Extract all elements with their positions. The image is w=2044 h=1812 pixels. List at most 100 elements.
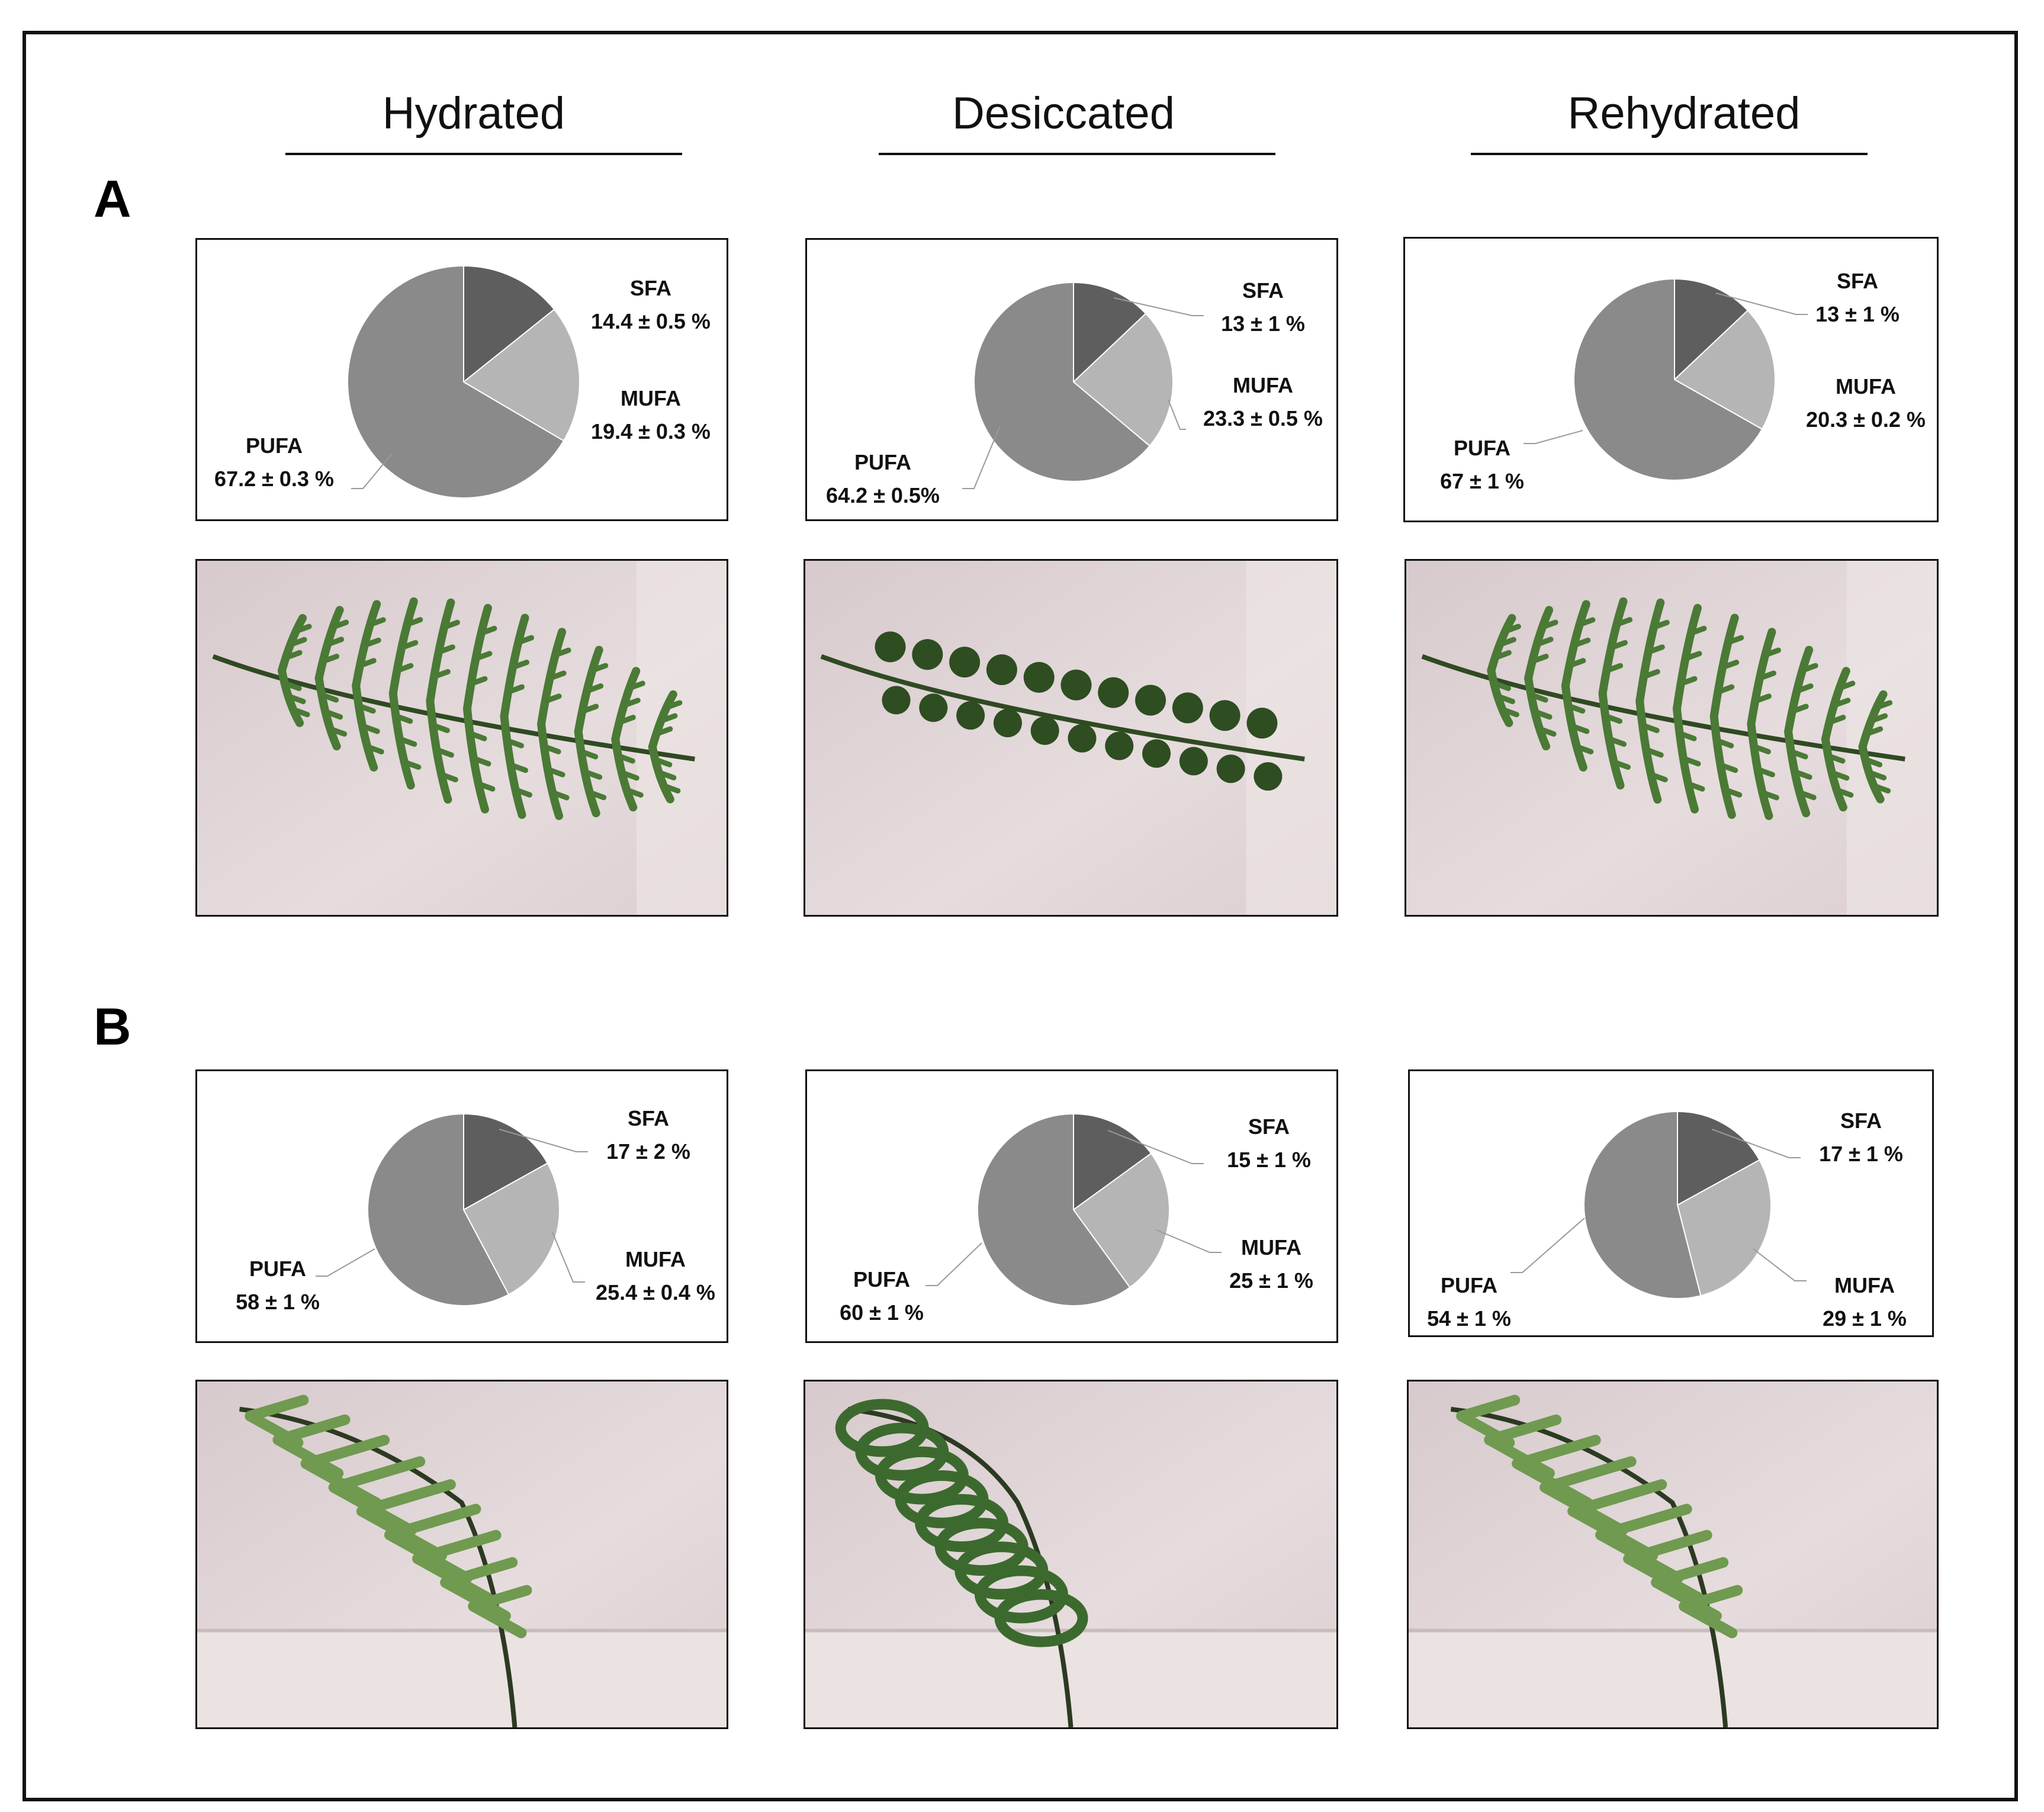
curled-pinna (1030, 716, 1059, 745)
pinna (1595, 1503, 1692, 1541)
pinnule (1874, 700, 1893, 711)
pinna (1709, 613, 1739, 721)
pinnule (1864, 757, 1883, 767)
slice-label-pufa: PUFA (854, 450, 911, 474)
leader-line-pufa (925, 1242, 982, 1286)
photo-b-rehydrated (1407, 1380, 1939, 1729)
slice-value-mufa: 20.3 ± 0.2 % (1806, 407, 1926, 432)
pinnule (1500, 707, 1519, 718)
pinnule (435, 747, 454, 758)
pinnule (1651, 619, 1670, 630)
photo-a-desiccated (804, 559, 1338, 917)
pie-slice-pufa (1573, 278, 1763, 481)
slice-label-mufa: MUFA (1836, 374, 1896, 399)
curled-pinna (949, 647, 981, 678)
pinnule (1502, 624, 1521, 634)
fern-frond (212, 597, 695, 820)
pinnule (548, 670, 567, 681)
pie-slice-pufa (347, 265, 565, 499)
pinna (1484, 1414, 1562, 1445)
pinna (272, 1414, 351, 1445)
curled-pinna (994, 1589, 1088, 1647)
frond-stem (820, 654, 1305, 762)
pinnule (288, 637, 307, 647)
pinnule (580, 703, 599, 714)
frond-stem (1421, 654, 1905, 762)
pinnule (436, 644, 455, 655)
pie-slice-pufa (977, 1113, 1131, 1306)
pinnule (293, 624, 312, 634)
slice-value-mufa: 23.3 ± 0.5 % (1203, 406, 1323, 430)
pinnule (1762, 647, 1781, 658)
pinna (1635, 696, 1662, 804)
pinnule (1571, 724, 1590, 734)
pie-chart-b-desiccated: SFA 15 ± 1 % MUFA 25 ± 1 % PUFA 60 ± 1 % (805, 1069, 1338, 1343)
pinnule (1604, 714, 1623, 724)
pinnule (511, 660, 530, 670)
pinnule (1725, 635, 1744, 645)
pie-chart-b-hydrated-svg: SFA 17 ± 2 % MUFA 25.4 ± 0.4 % PUFA 58 ± 1 % (236, 1106, 715, 1314)
pinnule (1683, 651, 1702, 661)
pinnule (1530, 654, 1549, 664)
photo-b-desiccated (804, 1380, 1338, 1729)
leader-line-sfa (1107, 1130, 1204, 1164)
pinnule (1614, 617, 1633, 628)
pinnule (287, 694, 306, 705)
pinnule (330, 619, 349, 630)
pinnule (1609, 640, 1628, 650)
pinna (611, 735, 638, 812)
pie-slice-mufa (1072, 1152, 1170, 1289)
pinnule (542, 744, 561, 754)
pinnule (1612, 759, 1631, 770)
fern-frond (1421, 597, 1905, 820)
pinna (1561, 682, 1587, 772)
pinnule (367, 617, 386, 628)
leader-line-sfa (499, 1129, 588, 1152)
pinnule (547, 767, 565, 778)
slice-value-sfa: 13 ± 1 % (1815, 302, 1900, 326)
pinna (1512, 1434, 1601, 1469)
curled-pinna (1246, 708, 1278, 739)
pinnule (1752, 744, 1771, 754)
photo-a-desiccated-svg (805, 561, 1336, 915)
pinna (440, 1577, 511, 1621)
pinna (468, 1601, 527, 1638)
pinna (1672, 603, 1702, 713)
pinnule (1572, 637, 1591, 648)
slice-label-sfa: SFA (1837, 269, 1878, 293)
pie-slice-mufa (1072, 313, 1174, 447)
pinnule (625, 788, 644, 798)
pinna (1821, 735, 1847, 812)
pinna (412, 1530, 502, 1564)
curled-pinna (1216, 754, 1245, 783)
pinna (1651, 1577, 1722, 1621)
pinnule (1567, 703, 1586, 714)
pinnule (552, 647, 571, 658)
pinnule (662, 783, 681, 794)
pinna (356, 1479, 456, 1517)
pinnule (1686, 781, 1705, 792)
pinnule (1872, 783, 1891, 794)
pinnule (1535, 637, 1554, 647)
pinna (462, 603, 492, 713)
pinnule (403, 759, 422, 770)
curled-pinna (1068, 724, 1097, 753)
leader-line-sfa (1113, 297, 1204, 316)
pinna (1598, 597, 1628, 698)
slice-value-sfa: 17 ± 2 % (606, 1139, 690, 1164)
panel-letter-a: A (94, 169, 131, 228)
pinna (384, 1503, 481, 1541)
pinnule (1492, 680, 1511, 691)
pinnule (321, 654, 340, 664)
pie-chart-b-rehydrated: SFA 17 ± 1 % MUFA 29 ± 1 % PUFA 54 ± 1 % (1408, 1069, 1934, 1337)
pinnule (283, 680, 302, 691)
pinna (648, 743, 674, 804)
photo-b-desiccated-svg (805, 1382, 1336, 1727)
pinna (440, 1557, 518, 1588)
slice-label-pufa: PUFA (853, 1267, 910, 1291)
shelf-surface (1409, 1630, 1937, 1727)
pinnule (400, 640, 419, 650)
frond-stem (212, 654, 695, 762)
pinnule (1837, 680, 1856, 691)
pinnule (1641, 669, 1660, 679)
